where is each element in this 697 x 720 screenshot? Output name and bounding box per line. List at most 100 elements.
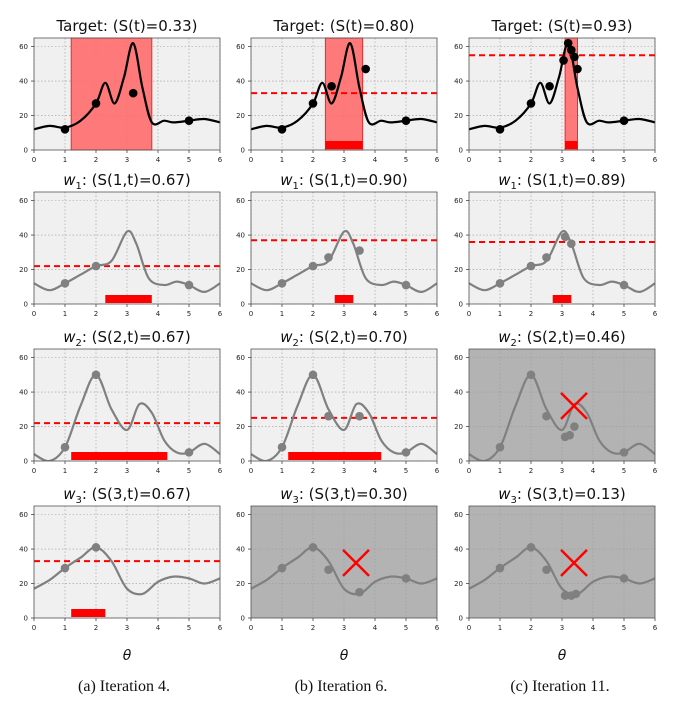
x-tick-label: 6 (435, 624, 440, 632)
x-tick-label: 3 (560, 156, 564, 164)
x-axis-label: θ (558, 648, 567, 664)
sample-point (401, 116, 411, 126)
y-tick-label: 0 (459, 301, 463, 309)
y-tick-label: 20 (19, 580, 28, 588)
x-tick-label: 2 (311, 310, 315, 318)
sample-point (567, 45, 576, 55)
x-tick-label: 6 (218, 467, 223, 475)
x-tick-label: 2 (529, 156, 533, 164)
sample-point (526, 370, 536, 380)
sample-point (308, 543, 318, 552)
y-tick-label: 40 (454, 546, 463, 554)
sample-point (573, 64, 582, 74)
interval-bar (565, 141, 578, 149)
panel-title: Target: (S(t)=0.93) (490, 17, 632, 35)
sample-point (355, 411, 364, 421)
x-tick-label: 4 (373, 310, 378, 318)
sample-point (495, 125, 505, 134)
x-tick-label: 0 (32, 156, 36, 164)
sample-point (60, 125, 70, 134)
x-tick-label: 5 (404, 624, 408, 632)
x-tick-label: 1 (63, 624, 67, 632)
x-tick-label: 1 (63, 467, 67, 475)
sample-point (526, 261, 536, 271)
y-tick-label: 40 (19, 546, 28, 554)
y-tick-label: 0 (24, 301, 28, 309)
panel-title: w2: (S(2,t)=0.70) (280, 328, 408, 349)
y-tick-label: 20 (236, 112, 245, 120)
x-tick-label: 2 (529, 467, 533, 475)
x-tick-label: 6 (653, 624, 658, 632)
eliminated-cross-icon (342, 549, 370, 577)
y-tick-label: 40 (19, 389, 28, 397)
sample-point (495, 563, 505, 573)
sample-point (495, 279, 505, 288)
y-tick-label: 60 (19, 197, 28, 205)
x-tick-label: 3 (560, 467, 564, 475)
sample-point (565, 430, 575, 440)
x-tick-label: 4 (373, 624, 378, 632)
series-line (251, 42, 437, 131)
y-tick-label: 60 (236, 511, 245, 519)
y-tick-label: 60 (19, 511, 28, 519)
panel-title: w1: (S(1,t)=0.67) (63, 171, 191, 192)
interval-bar (71, 609, 106, 617)
sample-point (277, 563, 287, 573)
sample-point (60, 279, 70, 288)
x-tick-label: 5 (622, 156, 626, 164)
y-tick-label: 60 (454, 354, 463, 362)
x-tick-label: 4 (156, 624, 161, 632)
sample-point (542, 565, 551, 575)
y-tick-label: 20 (454, 580, 463, 588)
sample-point (526, 543, 536, 552)
x-tick-label: 0 (32, 467, 36, 475)
sample-point (324, 253, 333, 262)
y-tick-label: 60 (454, 511, 463, 519)
x-tick-label: 5 (404, 310, 408, 318)
x-axis-label: θ (340, 648, 349, 664)
x-tick-label: 6 (653, 310, 658, 318)
x-tick-label: 3 (560, 310, 564, 318)
sample-point (560, 232, 570, 242)
highlight-region (70, 37, 153, 151)
x-tick-label: 3 (125, 156, 129, 164)
sample-point (526, 99, 536, 108)
x-tick-label: 1 (498, 624, 502, 632)
x-tick-label: 6 (653, 467, 658, 475)
y-tick-label: 20 (454, 266, 463, 274)
x-tick-label: 0 (467, 156, 471, 164)
y-tick-label: 40 (19, 232, 28, 240)
y-tick-label: 40 (236, 546, 245, 554)
x-tick-label: 1 (63, 156, 67, 164)
y-tick-label: 0 (459, 458, 463, 466)
panel-title: w1: (S(1,t)=0.89) (498, 171, 626, 192)
sample-point (277, 125, 287, 134)
sample-point (570, 422, 579, 431)
y-tick-label: 0 (241, 147, 245, 155)
sample-point (559, 56, 568, 65)
sample-point (545, 81, 554, 91)
x-tick-label: 6 (218, 156, 223, 164)
x-tick-label: 1 (280, 156, 284, 164)
x-tick-label: 6 (218, 624, 223, 632)
x-tick-label: 2 (529, 310, 533, 318)
sample-point (308, 99, 318, 108)
x-tick-label: 5 (404, 156, 408, 164)
sample-point (560, 591, 570, 600)
x-tick-label: 0 (32, 624, 36, 632)
x-tick-label: 2 (311, 624, 315, 632)
sample-point (570, 52, 579, 62)
x-tick-label: 4 (591, 310, 596, 318)
eliminated-cross-icon (560, 549, 588, 577)
sample-point (542, 411, 551, 421)
sample-point (60, 563, 70, 573)
y-tick-label: 60 (19, 43, 28, 51)
y-tick-label: 40 (454, 232, 463, 240)
y-tick-label: 0 (241, 615, 245, 623)
